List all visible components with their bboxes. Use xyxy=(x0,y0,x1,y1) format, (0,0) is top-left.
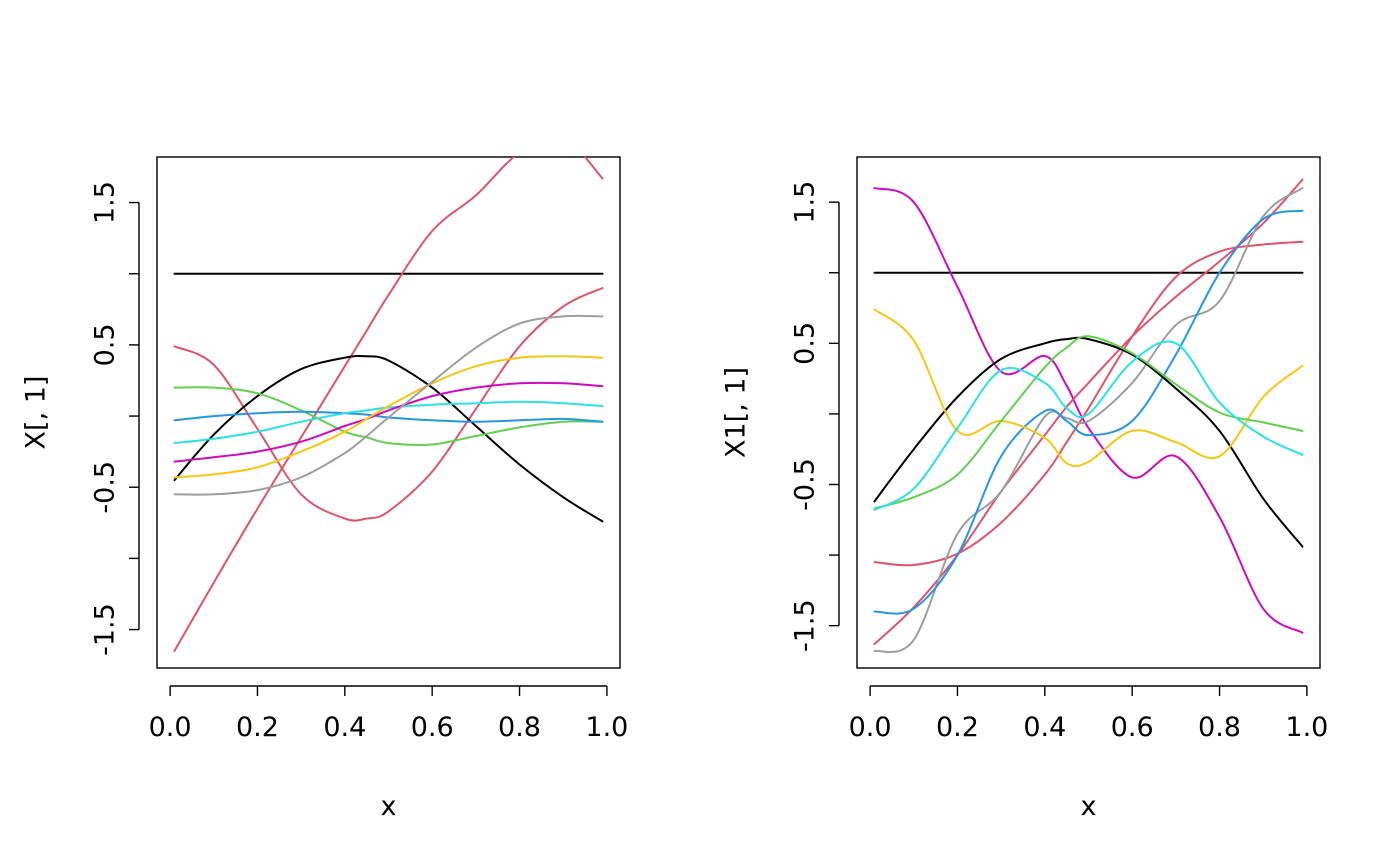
series-line-3 xyxy=(873,240,1304,567)
x-tick-label: 1.0 xyxy=(585,712,628,743)
series-line-4 xyxy=(873,187,1304,654)
series-line-8 xyxy=(873,335,1304,510)
x-tick-label: 0.6 xyxy=(1111,712,1154,743)
x-tick-label: 0.8 xyxy=(498,712,541,743)
x-tick-label: 0.0 xyxy=(849,712,892,743)
series-line-7 xyxy=(873,308,1304,468)
x-tick-label: 0.4 xyxy=(1023,712,1066,743)
series-line-3 xyxy=(173,354,604,523)
left-panel: 0.0 0.2 0.4 0.6 0.8 1.0 -1.5 -0.5 0.5 1.5 x X[, 1] xyxy=(21,156,628,822)
x-tick-label: 0.2 xyxy=(936,712,979,743)
y-axis-title: X1[, 1] xyxy=(721,367,752,458)
series-line-1 xyxy=(873,187,1304,634)
series-line-9 xyxy=(173,314,604,496)
series-line-2 xyxy=(173,287,604,522)
y-tick-label: 0.5 xyxy=(90,323,121,366)
plot-frame xyxy=(856,156,1321,669)
y-axis-title: X[, 1] xyxy=(21,376,52,450)
series-line-1 xyxy=(173,157,604,652)
y-tick-label: -0.5 xyxy=(90,461,121,514)
x-axis-title: x xyxy=(1081,791,1097,822)
x-tick-label: 0.2 xyxy=(236,712,279,743)
series-line-9 xyxy=(873,340,1304,511)
plot-frame xyxy=(156,156,621,669)
x-tick-label: 0.4 xyxy=(323,712,366,743)
y-tick-label: -1.5 xyxy=(790,599,821,652)
y-tick-label: 0.5 xyxy=(790,322,821,365)
y-tick-label: 1.5 xyxy=(790,181,821,224)
series-line-5 xyxy=(873,209,1304,615)
y-tick-label: -1.5 xyxy=(90,603,121,656)
x-tick-label: 0.8 xyxy=(1198,712,1241,743)
x-tick-label: 0.0 xyxy=(149,712,192,743)
y-tick-label: 1.5 xyxy=(90,181,121,224)
series-line-2 xyxy=(873,178,1304,645)
x-tick-label: 0.6 xyxy=(411,712,454,743)
series-line-8 xyxy=(173,355,604,479)
right-panel: 0.0 0.2 0.4 0.6 0.8 1.0 -1.5 -0.5 0.5 1.5 x X1[, 1] xyxy=(721,156,1328,822)
series-line-7 xyxy=(173,381,604,463)
x-tick-label: 1.0 xyxy=(1285,712,1328,743)
series-line-4 xyxy=(173,386,604,446)
y-tick-label: -0.5 xyxy=(790,458,821,511)
x-axis-title: x xyxy=(381,791,397,822)
series-line-6 xyxy=(873,336,1304,548)
series-line-6 xyxy=(173,400,604,445)
